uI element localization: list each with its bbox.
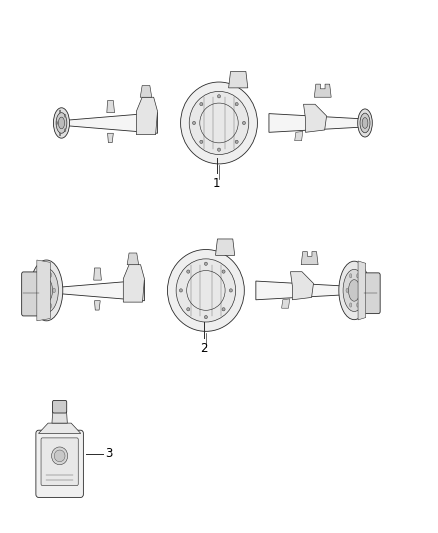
Polygon shape — [127, 253, 139, 265]
Ellipse shape — [52, 447, 68, 465]
Ellipse shape — [58, 117, 64, 129]
Ellipse shape — [180, 82, 258, 164]
Ellipse shape — [64, 128, 66, 132]
Ellipse shape — [35, 268, 58, 313]
Polygon shape — [229, 71, 248, 88]
Polygon shape — [95, 301, 100, 310]
Ellipse shape — [56, 112, 67, 133]
Ellipse shape — [360, 113, 370, 133]
Polygon shape — [314, 84, 331, 97]
Ellipse shape — [37, 288, 40, 293]
Ellipse shape — [339, 261, 370, 320]
Ellipse shape — [64, 115, 66, 117]
Ellipse shape — [230, 289, 233, 292]
Ellipse shape — [205, 262, 208, 265]
Ellipse shape — [59, 133, 61, 136]
Ellipse shape — [180, 289, 183, 292]
Ellipse shape — [49, 273, 52, 277]
Ellipse shape — [43, 280, 54, 301]
Ellipse shape — [205, 316, 208, 319]
Polygon shape — [295, 132, 303, 141]
Polygon shape — [48, 280, 145, 301]
FancyBboxPatch shape — [41, 438, 78, 486]
FancyBboxPatch shape — [362, 273, 380, 313]
Polygon shape — [52, 411, 67, 423]
Ellipse shape — [51, 296, 53, 299]
Ellipse shape — [176, 259, 236, 322]
Polygon shape — [256, 281, 352, 300]
Ellipse shape — [41, 303, 44, 308]
Ellipse shape — [40, 275, 57, 305]
Polygon shape — [136, 97, 158, 135]
Ellipse shape — [187, 308, 190, 311]
FancyBboxPatch shape — [53, 400, 67, 413]
Ellipse shape — [222, 308, 225, 311]
Ellipse shape — [217, 95, 221, 98]
Ellipse shape — [347, 280, 357, 300]
Ellipse shape — [345, 277, 359, 304]
Ellipse shape — [49, 303, 52, 308]
Ellipse shape — [350, 274, 352, 278]
Ellipse shape — [200, 102, 203, 106]
Ellipse shape — [45, 285, 51, 296]
Ellipse shape — [53, 108, 70, 138]
Ellipse shape — [53, 288, 56, 293]
Ellipse shape — [187, 270, 190, 273]
Polygon shape — [123, 265, 145, 302]
Polygon shape — [301, 252, 318, 265]
Ellipse shape — [46, 301, 48, 303]
Polygon shape — [140, 85, 152, 97]
Ellipse shape — [43, 289, 45, 292]
Polygon shape — [37, 260, 50, 321]
Polygon shape — [282, 299, 290, 308]
Ellipse shape — [40, 279, 53, 302]
Ellipse shape — [349, 285, 355, 296]
Ellipse shape — [343, 269, 365, 311]
FancyBboxPatch shape — [21, 272, 40, 316]
Polygon shape — [358, 261, 366, 320]
Text: 3: 3 — [106, 447, 113, 460]
Ellipse shape — [189, 91, 249, 155]
Ellipse shape — [217, 148, 221, 151]
Ellipse shape — [362, 118, 368, 128]
Polygon shape — [269, 114, 365, 132]
Ellipse shape — [346, 288, 348, 293]
Text: 1: 1 — [213, 177, 221, 190]
Polygon shape — [215, 239, 235, 255]
Ellipse shape — [243, 122, 246, 125]
Ellipse shape — [54, 450, 65, 462]
Ellipse shape — [235, 102, 238, 106]
Ellipse shape — [360, 288, 362, 293]
Ellipse shape — [358, 109, 372, 137]
Polygon shape — [304, 104, 327, 132]
FancyBboxPatch shape — [36, 430, 83, 497]
Polygon shape — [108, 133, 113, 143]
Ellipse shape — [200, 140, 203, 143]
Polygon shape — [290, 272, 314, 300]
Ellipse shape — [349, 280, 360, 301]
Ellipse shape — [357, 303, 359, 307]
Polygon shape — [39, 423, 81, 433]
Polygon shape — [61, 112, 158, 133]
Polygon shape — [107, 101, 114, 112]
Ellipse shape — [46, 278, 48, 280]
Ellipse shape — [167, 249, 244, 332]
Ellipse shape — [30, 260, 63, 321]
Polygon shape — [94, 268, 101, 280]
Ellipse shape — [51, 282, 53, 285]
Ellipse shape — [41, 273, 44, 277]
Ellipse shape — [59, 110, 61, 113]
Ellipse shape — [222, 270, 225, 273]
Ellipse shape — [350, 303, 352, 307]
Ellipse shape — [192, 122, 195, 125]
Ellipse shape — [56, 122, 58, 124]
Ellipse shape — [357, 274, 359, 278]
Ellipse shape — [235, 140, 238, 143]
Text: 2: 2 — [200, 342, 208, 355]
